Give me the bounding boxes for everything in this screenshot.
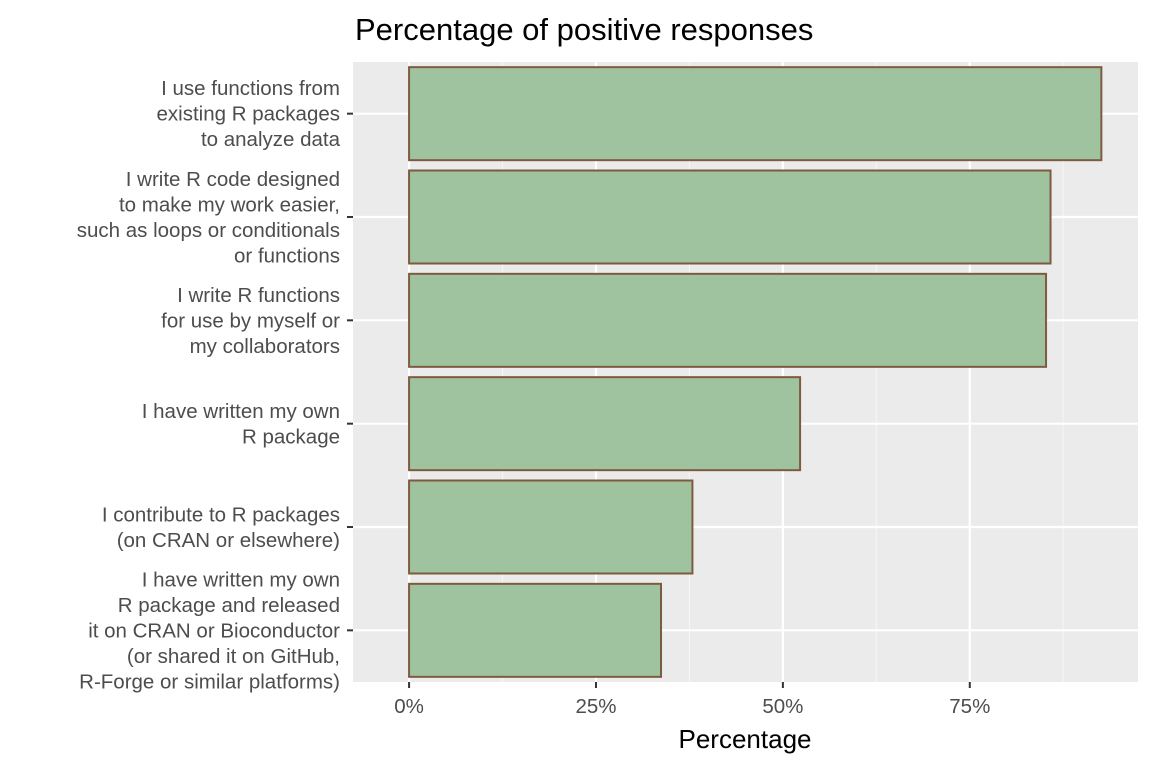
y-tick-label-line: or functions: [234, 244, 340, 267]
y-tick-label-line: R package and released: [118, 594, 340, 617]
y-tick-label-line: to analyze data: [201, 128, 341, 151]
y-tick-label: I write R functions for use by myself or m…: [161, 284, 340, 358]
y-tick-label-line: I use functions from: [161, 77, 340, 100]
x-tick-label: 0%: [394, 695, 424, 718]
bar: [408, 582, 663, 678]
y-tick-label-line: I have written my own: [142, 400, 340, 423]
x-tick-label: 50%: [762, 695, 803, 718]
y-tick-label-line: it on CRAN or Bioconductor: [88, 619, 340, 642]
x-axis: 0% 25% 50% 75%: [394, 682, 990, 718]
bar: [408, 169, 1052, 265]
bar: [408, 66, 1103, 162]
y-tick-label: I contribute to R packages (on CRAN or el…: [102, 503, 340, 552]
bar: [408, 376, 802, 472]
y-tick-label-line: (on CRAN or elsewhere): [117, 529, 340, 552]
minor-gridlines: [501, 62, 1064, 682]
y-tick-label: I have written my own R package and relea…: [79, 568, 340, 693]
y-tick-label-line: I contribute to R packages: [102, 503, 340, 526]
y-tick-label-line: I have written my own: [142, 568, 340, 591]
x-tick-label: 75%: [949, 695, 990, 718]
y-tick-label: I have written my own R package: [142, 400, 340, 449]
y-tick-label-line: my collaborators: [190, 335, 340, 358]
x-tick-label: 25%: [575, 695, 616, 718]
y-tick-label-line: I write R functions: [177, 284, 340, 307]
y-tick-label: I write R code designed to make my work e…: [77, 168, 340, 268]
y-tick-label-line: for use by myself or: [161, 309, 340, 332]
plot-panel: [353, 62, 1138, 682]
bar: [408, 479, 694, 575]
y-tick-label-line: R package: [242, 425, 340, 448]
y-tick-label-line: (or shared it on GitHub,: [127, 645, 340, 668]
x-axis-title: Percentage: [679, 724, 812, 754]
bar: [408, 272, 1048, 368]
bars: [408, 66, 1103, 678]
y-axis: I use functions from existing R packages t…: [77, 77, 353, 693]
y-tick-label-line: R-Forge or similar platforms): [79, 670, 340, 693]
y-tick-label-line: I write R code designed: [126, 168, 340, 191]
y-tick-label: I use functions from existing R packages t…: [157, 77, 341, 151]
y-tick-label-line: to make my work easier,: [119, 193, 340, 216]
y-tick-label-line: existing R packages: [157, 103, 340, 126]
chart-title: Percentage of positive responses: [355, 12, 813, 47]
y-tick-label-line: such as loops or conditionals: [77, 219, 340, 242]
